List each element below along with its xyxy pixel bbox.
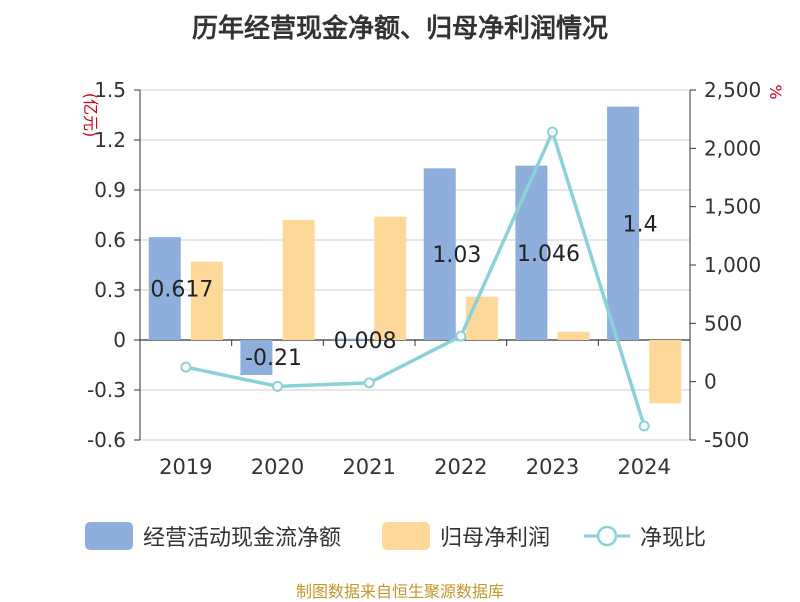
chart-canvas: 1.5 1.2 0.9 0.6 0.3 0 -0.3 -0.6 2,500 2,000 1,500 1… <box>81 78 785 479</box>
data-label-cashflow: 1.03 <box>432 243 481 268</box>
legend-swatch-net-profit <box>382 522 430 550</box>
y-tick-label: 0.9 <box>94 178 126 202</box>
y-axis-unit: (亿元) <box>81 93 100 138</box>
point-ratio <box>180 361 192 373</box>
y2-tick-label: 500 <box>704 311 742 335</box>
bar-net-profit <box>557 331 590 340</box>
x-tick-label: 2023 <box>526 455 579 479</box>
legend-label-net-profit: 归母净利润 <box>440 526 551 551</box>
bar-cashflow <box>148 237 181 340</box>
data-label-cashflow: 0.008 <box>334 329 397 354</box>
bar-net-profit <box>282 220 315 340</box>
y2-tick-label: 2,500 <box>704 78 761 102</box>
x-tick-label: 2019 <box>159 455 212 479</box>
line-ratio <box>185 130 646 427</box>
y-tick-label: -0.3 <box>87 378 126 402</box>
legend-swatch-cashflow <box>85 522 133 550</box>
point-ratio <box>638 420 650 432</box>
bar-cashflow <box>240 340 273 375</box>
y-tick-label: 1.2 <box>94 128 126 152</box>
point-ratio <box>272 380 283 392</box>
bar-cashflow <box>332 338 365 340</box>
y2-axis-unit: % <box>766 84 785 99</box>
y2-tick-label: 1,000 <box>704 253 761 277</box>
x-tick-label: 2022 <box>434 455 487 479</box>
y-tick-label: 0 <box>113 328 126 352</box>
point-ratio <box>547 126 558 138</box>
x-tick-label: 2020 <box>251 455 304 479</box>
chart-title: 历年经营现金净额、归母净利润情况 <box>191 14 608 44</box>
legend-item-cashflow[interactable]: 经营活动现金流净额 <box>85 516 341 556</box>
data-source-note: 制图数据来自恒生聚源数据库 <box>295 582 504 601</box>
data-label-cashflow: -0.21 <box>245 346 302 371</box>
legend: 经营活动现金流净额 归母净利润 净现比 <box>0 516 800 556</box>
y-tick-label: 1.5 <box>94 78 126 102</box>
bar-net-profit <box>374 216 407 340</box>
y2-tick-label: 0 <box>704 370 717 394</box>
legend-label-ratio: 净现比 <box>640 526 707 551</box>
point-ratio <box>455 330 467 342</box>
bar-cashflow <box>515 165 548 340</box>
bar-cashflow <box>423 168 456 340</box>
bar-net-profit <box>465 296 498 340</box>
data-label-cashflow: 1.046 <box>517 242 580 267</box>
y2-tick-label: -500 <box>704 428 749 452</box>
data-label-cashflow: 1.4 <box>623 212 658 237</box>
bar-net-profit <box>190 261 223 340</box>
x-tick-label: 2021 <box>342 455 395 479</box>
legend-item-ratio[interactable]: 净现比 <box>582 516 706 556</box>
y-tick-label: 0.6 <box>94 228 126 252</box>
bar-cashflow <box>607 106 640 341</box>
y2-tick-label: 1,500 <box>704 195 761 219</box>
bar-net-profit <box>649 340 682 404</box>
point-ratio <box>363 377 375 389</box>
data-label-cashflow: 0.617 <box>150 278 213 303</box>
legend-swatch-ratio <box>584 525 630 547</box>
y2-tick-label: 2,000 <box>704 136 761 160</box>
x-tick-label: 2024 <box>617 455 670 479</box>
legend-label-cashflow: 经营活动现金流净额 <box>143 526 342 551</box>
legend-item-net-profit[interactable]: 归母净利润 <box>382 516 550 556</box>
y-tick-label: 0.3 <box>94 278 126 302</box>
y-tick-label: -0.6 <box>87 428 126 452</box>
